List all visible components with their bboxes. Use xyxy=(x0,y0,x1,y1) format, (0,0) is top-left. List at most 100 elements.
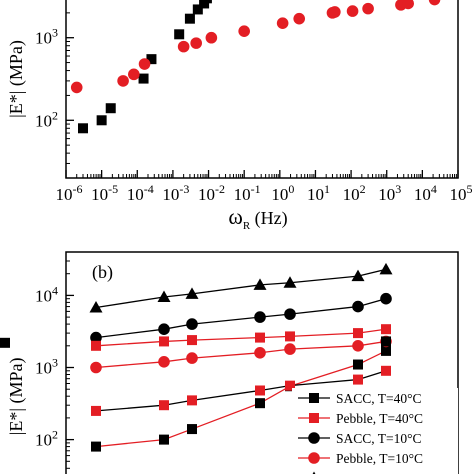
series-marker xyxy=(381,324,391,335)
series-line xyxy=(95,298,387,339)
legend-marker xyxy=(309,413,319,423)
series-marker xyxy=(283,276,297,288)
x-axis-title: ωR (Hz) xyxy=(228,204,287,232)
x-tick-label: 100 xyxy=(271,182,294,204)
series-marker xyxy=(284,343,296,355)
legend-label: Pebble, T=40°C xyxy=(336,411,423,426)
series-line xyxy=(95,268,387,309)
x-tick-label: 10-3 xyxy=(162,182,189,204)
series-marker xyxy=(285,331,295,342)
legend-label: Pebble, T=10°C xyxy=(336,451,423,466)
series-marker xyxy=(158,323,170,335)
series-marker xyxy=(351,269,365,282)
series-marker xyxy=(91,441,101,452)
data-layer xyxy=(70,0,441,134)
series-marker xyxy=(353,374,363,385)
data-point-square xyxy=(199,0,210,9)
series-marker xyxy=(157,290,171,303)
data-point-circle xyxy=(402,0,414,10)
series-marker xyxy=(353,328,363,339)
series-marker xyxy=(0,337,10,348)
x-tick-label: 103 xyxy=(378,182,401,204)
panel-a: 10-6 10-5 10-4 10-3 10-2 10-1 100 101 102 103 104 1… xyxy=(6,0,473,232)
legend-marker xyxy=(308,432,320,444)
x-tick-label: 102 xyxy=(343,182,366,204)
data-point-circle xyxy=(70,81,83,94)
series-marker xyxy=(255,385,265,396)
data-point-square xyxy=(138,73,149,84)
legend-label: SACC, T=10°C xyxy=(336,431,422,446)
series-marker xyxy=(380,292,392,305)
series-marker xyxy=(159,400,169,411)
y-tick-label: 102 xyxy=(35,108,58,130)
legend-marker xyxy=(309,393,319,403)
data-point-circle xyxy=(177,40,190,53)
data-point-square xyxy=(96,115,107,126)
series-marker xyxy=(186,318,198,330)
legend-marker xyxy=(312,471,316,474)
series-marker xyxy=(254,346,266,359)
series-marker xyxy=(352,300,364,313)
data-point-circle xyxy=(190,37,202,49)
series-marker xyxy=(254,311,266,323)
x-tick-label: 105 xyxy=(450,182,473,204)
series-marker xyxy=(91,405,101,416)
data-point-square xyxy=(184,13,195,24)
x-tick-label: 10-4 xyxy=(127,182,154,204)
data-point-circle xyxy=(362,2,374,15)
series-marker xyxy=(185,287,199,299)
y-axis-title: |E*| (MPa) xyxy=(6,357,27,435)
data-point-square xyxy=(105,103,116,114)
data-layer xyxy=(0,262,393,452)
series-marker xyxy=(353,359,363,370)
series-marker xyxy=(253,278,267,290)
series-marker xyxy=(90,331,102,344)
x-tick-label: 10-2 xyxy=(198,182,225,204)
series-line xyxy=(95,340,387,369)
x-tick-label: 10-6 xyxy=(56,182,83,204)
data-point-circle xyxy=(238,25,250,37)
data-point-square xyxy=(192,4,203,15)
data-point-circle xyxy=(117,75,129,87)
y-tick-label: 103 xyxy=(35,356,58,378)
data-point-square xyxy=(146,54,157,65)
series-marker xyxy=(159,434,169,445)
data-point-circle xyxy=(138,58,151,70)
series-marker xyxy=(90,361,102,374)
series-marker xyxy=(381,336,391,347)
legend-label: SACC, T=40°C xyxy=(336,391,422,406)
panel-label: (b) xyxy=(92,262,113,283)
series-marker xyxy=(381,365,391,376)
x-tick-label: 101 xyxy=(307,182,330,204)
data-point-circle xyxy=(329,6,341,18)
series-marker xyxy=(186,352,198,364)
data-point-circle xyxy=(276,17,289,29)
series-marker xyxy=(379,262,393,275)
data-point-circle xyxy=(346,5,359,17)
y-tick-label: 102 xyxy=(35,428,58,450)
y-tick-label: 103 xyxy=(35,26,58,48)
legend: SACC, T=40°C Pebble, T=40°C SACC, T=10°C Pe… xyxy=(292,388,458,474)
series-marker xyxy=(381,345,391,356)
x-tick-label: 104 xyxy=(414,182,437,204)
y-axis-title: |E*| (MPa) xyxy=(6,40,27,118)
x-tick-label: 10-1 xyxy=(234,182,261,204)
data-point-square xyxy=(201,0,212,4)
legend-label: SACC, T=-5°C xyxy=(336,471,419,474)
data-point-circle xyxy=(128,68,140,81)
series-marker xyxy=(255,398,265,409)
data-point-circle xyxy=(205,31,218,44)
plot-frame xyxy=(65,0,459,179)
x-tick-label: 10-5 xyxy=(91,182,118,204)
series-marker xyxy=(255,332,265,343)
series-marker xyxy=(285,380,295,391)
series-marker xyxy=(89,300,103,313)
y-tick-label: 104 xyxy=(35,283,58,305)
data-point-square xyxy=(78,123,89,134)
panel-b: 102 103 104 (b) |E*| (MPa) SACC, T=40°C Pebble… xyxy=(0,251,459,474)
series-marker xyxy=(91,340,101,351)
data-point-square xyxy=(174,29,185,40)
legend-marker xyxy=(308,452,320,464)
series-marker xyxy=(158,355,170,368)
